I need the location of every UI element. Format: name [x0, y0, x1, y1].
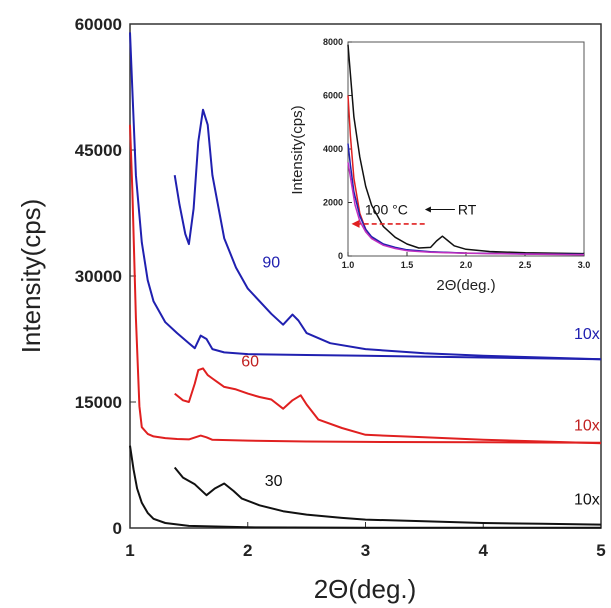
inset-x-axis-label: 2Θ(deg.) [436, 277, 495, 294]
inset-background [348, 42, 584, 256]
main-y-axis-label: Intensity(cps) [16, 199, 46, 354]
main-series-60-line [129, 124, 602, 444]
inset-y-tick-label: 4000 [323, 144, 343, 154]
inset-series-magenta-line [347, 162, 585, 256]
main-series-60-10x-line [174, 367, 602, 445]
inset-plot: 1.0 1.5 2.0 2.5 3.0 0 2000 4000 6000 8000 100 °C RT… [289, 37, 590, 294]
inset-annotation-rt: RT [458, 202, 477, 218]
main-x-tick-label: 3 [361, 541, 370, 560]
inset-dashed-arrow-head [351, 219, 360, 228]
main-curve-label-10x: 10x [574, 326, 600, 343]
main-x-tick-label: 2 [243, 541, 252, 560]
main-curve-label-10x: 10x [574, 418, 600, 435]
main-curve-label-60: 60 [241, 354, 259, 371]
inset-y-tick-label: 0 [338, 251, 343, 261]
inset-annotation-temp: 100 °C [365, 202, 408, 218]
inset-x-tick-label: 2.0 [460, 260, 473, 270]
main-x-tick-label: 5 [596, 541, 605, 560]
main-series-90-line [129, 32, 602, 361]
inset-annotation-arrow-head [424, 206, 431, 213]
inset-x-tick-label: 3.0 [578, 260, 591, 270]
inset-x-tick-label: 1.5 [401, 260, 414, 270]
main-x-axis-label: 2Θ(deg.) [314, 574, 417, 604]
main-series-90-10x-line [173, 108, 602, 361]
inset-series-rt-line [347, 44, 585, 255]
inset-x-tick-label: 2.5 [519, 260, 532, 270]
main-x-tick-label: 1 [125, 541, 134, 560]
main-series-30-10x-line [173, 466, 602, 526]
inset-y-tick-label: 6000 [323, 91, 343, 101]
main-curve-label-90: 90 [262, 255, 280, 272]
main-x-tick-label: 4 [479, 541, 489, 560]
inset-x-tick-label: 1.0 [342, 260, 355, 270]
main-series-30-line [129, 445, 602, 529]
main-plot: 1 2 3 4 501500030000450006000090603010x10x10… [16, 15, 606, 604]
main-y-tick-label: 30000 [75, 267, 122, 286]
main-y-tick-label: 60000 [75, 15, 122, 34]
main-y-tick-label: 15000 [75, 393, 122, 412]
inset-y-tick-label: 8000 [323, 37, 343, 47]
main-curve-label-30: 30 [265, 473, 283, 490]
main-curve-label-10x: 10x [574, 491, 600, 508]
main-y-tick-label: 0 [113, 519, 122, 538]
inset-y-tick-label: 2000 [323, 198, 343, 208]
main-y-tick-label: 45000 [75, 141, 122, 160]
inset-y-axis-label: Intensity(cps) [289, 105, 306, 194]
